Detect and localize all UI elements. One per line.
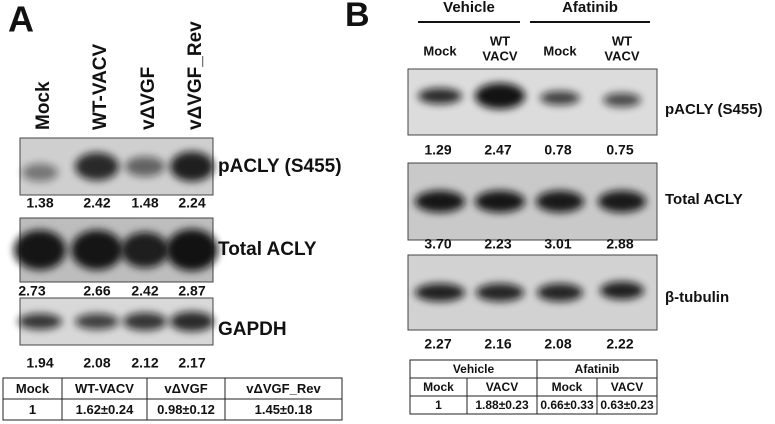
table-cell: 0.63±0.23 — [600, 398, 654, 412]
group-label: Afatinib — [562, 0, 618, 16]
band — [123, 312, 167, 331]
group-label: Vehicle — [443, 0, 495, 16]
quant-value: 2.42 — [131, 283, 158, 299]
quant-value: 2.42 — [83, 195, 110, 211]
quant-value: 0.78 — [544, 142, 571, 158]
quant-value: 2.47 — [484, 142, 511, 158]
quant-value: 1.29 — [424, 142, 451, 158]
quant-value: 2.24 — [178, 195, 205, 211]
blot-label: pACLY (S455) — [218, 156, 342, 177]
band — [170, 151, 214, 182]
table-cell: WT-VACV — [75, 381, 134, 396]
table-cell: 1.62±0.24 — [76, 402, 135, 417]
lane-label: Mock — [33, 81, 54, 130]
band — [476, 283, 524, 302]
table-cell: Mock — [552, 380, 583, 394]
band — [475, 190, 525, 213]
table-cell: Afatinib — [575, 362, 620, 376]
quant-value: 2.73 — [18, 283, 45, 299]
quant-value: 0.75 — [606, 142, 633, 158]
quant-value: 2.08 — [83, 355, 110, 371]
lane-label: vΔVGF — [138, 67, 159, 130]
band — [415, 283, 465, 302]
blot-label: pACLY (S455) — [665, 101, 763, 118]
table-cell: Mock — [423, 380, 454, 394]
lane-label: Mock — [543, 43, 577, 58]
quant-value: 1.38 — [26, 195, 53, 211]
band — [537, 283, 583, 302]
lane-label: WT — [612, 33, 632, 48]
band — [600, 281, 644, 300]
band — [418, 88, 462, 104]
panel-label: A — [8, 0, 34, 40]
band — [540, 91, 580, 105]
table-cell: 1.88±0.23 — [475, 398, 529, 412]
table-cell: Mock — [16, 381, 50, 396]
table-cell: vΔVGF — [164, 381, 207, 396]
quant-value: 3.70 — [424, 236, 451, 252]
quant-value: 2.66 — [83, 283, 110, 299]
quant-value: 2.17 — [178, 355, 205, 371]
band — [121, 232, 169, 268]
quant-value: 2.27 — [424, 336, 451, 352]
panel-label: B — [345, 0, 370, 34]
quant-value: 2.87 — [178, 283, 205, 299]
table-cell: 0.66±0.33 — [540, 398, 594, 412]
table-cell: vΔVGF_Rev — [246, 381, 321, 396]
band — [170, 311, 214, 332]
quant-value: 2.22 — [606, 336, 633, 352]
lane-label: vΔVGF_Rev — [185, 21, 206, 130]
lane-label: WT-VACV — [90, 43, 111, 130]
quant-value: 2.16 — [484, 336, 511, 352]
quant-value: 2.12 — [131, 355, 158, 371]
quant-value: 2.08 — [544, 336, 571, 352]
table-cell: 0.98±0.12 — [157, 402, 215, 417]
table-cell: 1 — [29, 402, 36, 417]
band — [75, 152, 119, 181]
lane-label: VACV — [482, 48, 517, 63]
quant-value: 2.23 — [484, 236, 511, 252]
blot-label: GAPDH — [218, 319, 287, 340]
band — [603, 93, 641, 107]
table-cell: VACV — [611, 380, 643, 394]
band — [14, 230, 66, 270]
blot-label: Total ACLY — [665, 191, 743, 208]
band — [415, 190, 465, 213]
band — [22, 163, 58, 182]
quant-value: 3.01 — [544, 236, 571, 252]
quant-value: 1.94 — [26, 355, 53, 371]
band — [18, 313, 62, 330]
table-cell: 1.45±0.18 — [255, 402, 313, 417]
band — [75, 313, 119, 330]
band — [475, 83, 525, 109]
table-cell: VACV — [486, 380, 518, 394]
table-border — [409, 359, 658, 415]
lane-label: VACV — [604, 48, 639, 63]
lane-label: Mock — [423, 43, 457, 58]
band — [166, 229, 218, 271]
band — [536, 190, 584, 213]
blot-label: Total ACLY — [218, 239, 317, 260]
lane-label: WT — [490, 33, 510, 48]
blot-label: β-tubulin — [665, 289, 729, 306]
band — [71, 230, 123, 270]
band — [598, 190, 646, 213]
band — [125, 156, 165, 177]
quant-value: 1.48 — [131, 195, 158, 211]
quant-value: 2.88 — [606, 236, 633, 252]
table-cell: 1 — [435, 398, 442, 412]
table-cell: Vehicle — [453, 362, 495, 376]
